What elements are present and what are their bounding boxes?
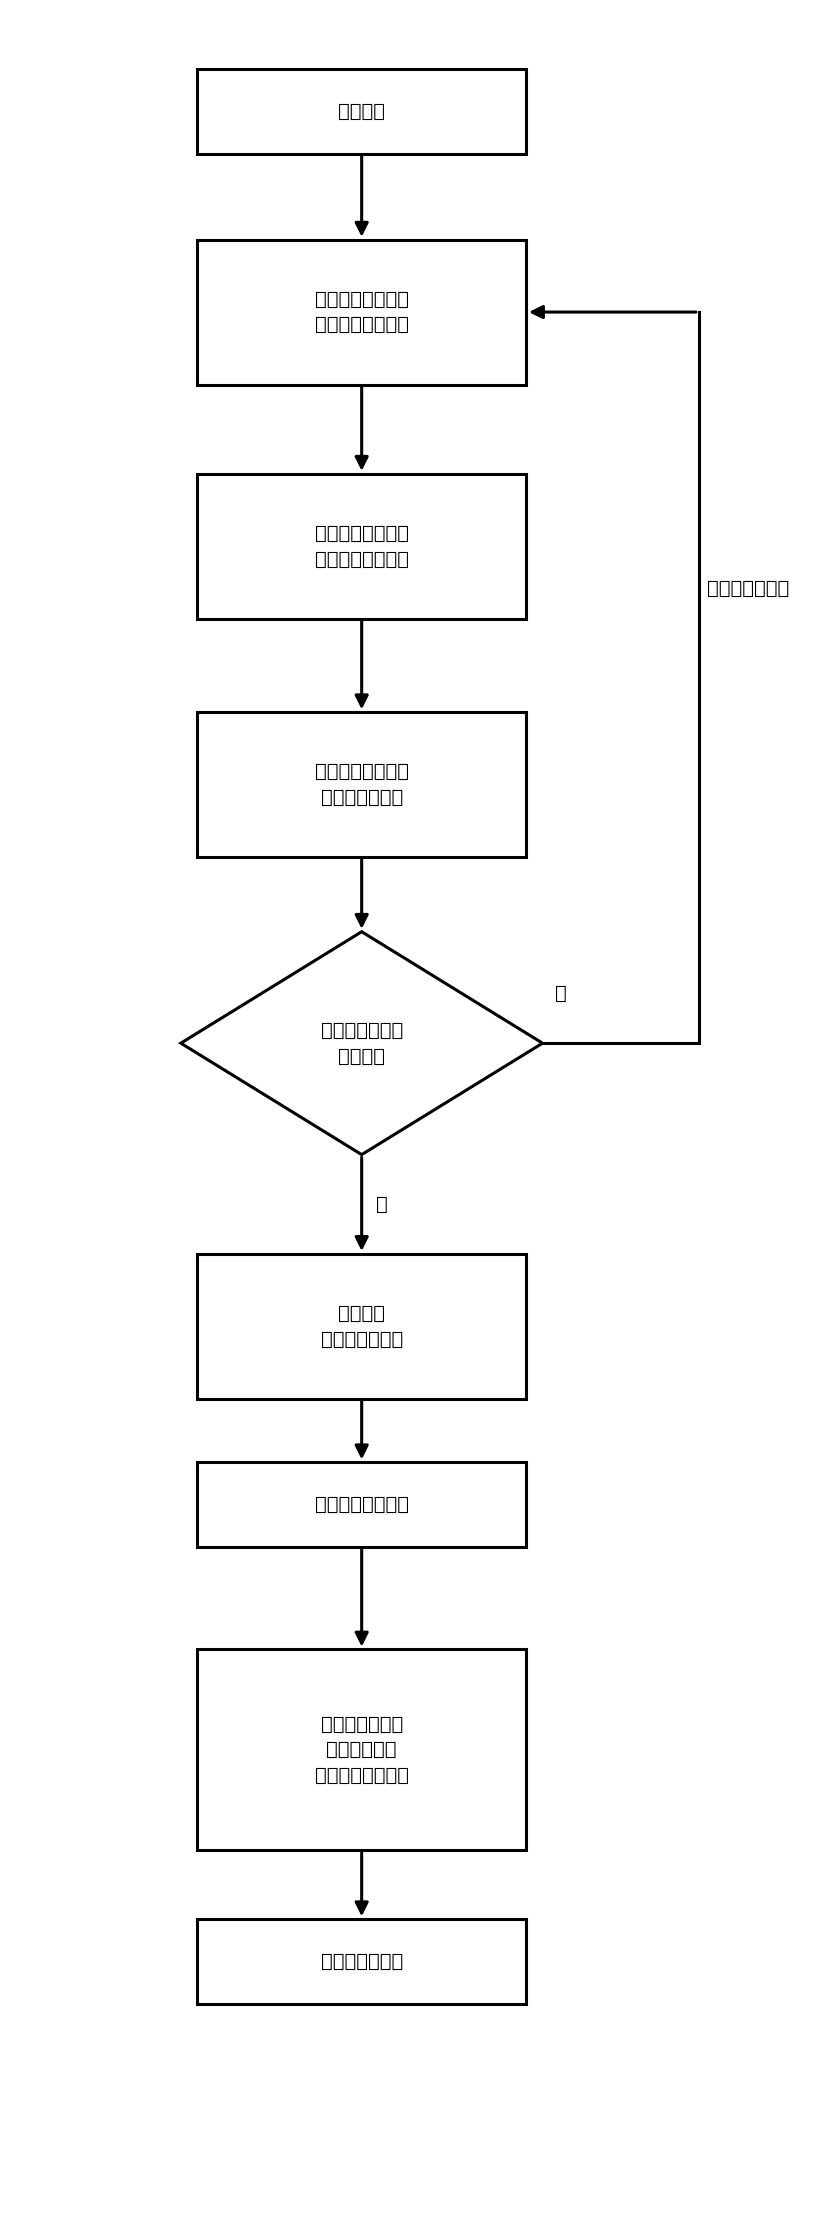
FancyBboxPatch shape — [197, 1649, 526, 1850]
FancyBboxPatch shape — [197, 239, 526, 386]
FancyBboxPatch shape — [197, 1253, 526, 1400]
Polygon shape — [181, 932, 543, 1155]
Text: 定时成功
获得时偏估计值: 定时成功 获得时偏估计值 — [321, 1304, 403, 1349]
Text: 根据同步序列的
频偏似然函数
进行一维频偏搜索: 根据同步序列的 频偏似然函数 进行一维频偏搜索 — [315, 1714, 409, 1785]
Text: 多周期时偏似然函
数值非相干合并: 多周期时偏似然函 数值非相干合并 — [315, 762, 409, 807]
FancyBboxPatch shape — [197, 475, 526, 617]
FancyBboxPatch shape — [197, 69, 526, 154]
FancyBboxPatch shape — [197, 1919, 526, 2004]
Text: 接收序列: 接收序列 — [338, 103, 386, 120]
Text: 估计小数部分频偏: 估计小数部分频偏 — [315, 1496, 409, 1513]
Text: 合并结果最大值
大于阈值: 合并结果最大值 大于阈值 — [321, 1021, 403, 1065]
Text: 根据时偏似然函数
进行一维时偏搜索: 根据时偏似然函数 进行一维时偏搜索 — [315, 524, 409, 568]
Text: 是: 是 — [376, 1195, 388, 1215]
FancyBboxPatch shape — [197, 1462, 526, 1547]
Text: 滑动窗截取数据并
进行滤波、降采样: 滑动窗截取数据并 进行滤波、降采样 — [315, 290, 409, 334]
Text: 滑动窗向前滑动: 滑动窗向前滑动 — [707, 580, 789, 597]
Text: 获得频偏估计值: 获得频偏估计值 — [321, 1953, 403, 1970]
Text: 否: 否 — [555, 983, 566, 1003]
FancyBboxPatch shape — [197, 711, 526, 856]
